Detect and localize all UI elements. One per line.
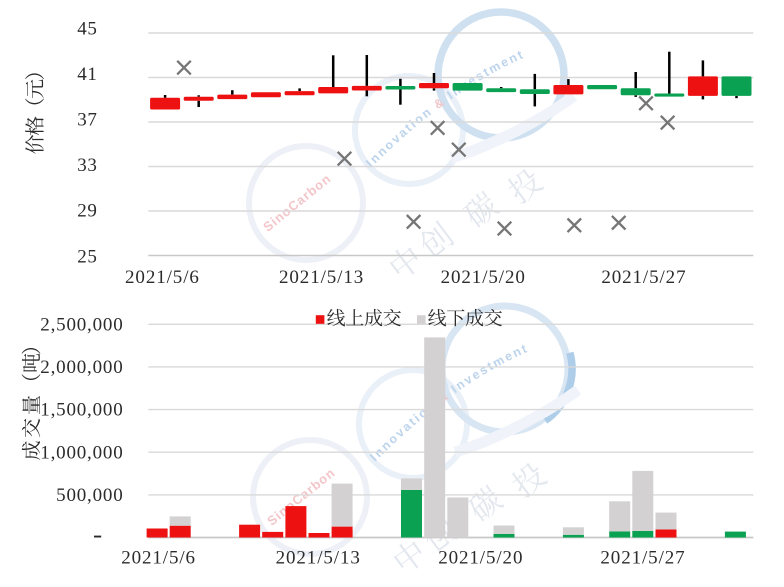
svg-text:2021/5/27: 2021/5/27 xyxy=(601,267,686,288)
svg-text:2021/5/6: 2021/5/6 xyxy=(121,548,196,569)
svg-text:33: 33 xyxy=(77,155,97,176)
svg-text:37: 37 xyxy=(77,110,97,131)
svg-text:2,000,000: 2,000,000 xyxy=(40,357,123,378)
svg-text:29: 29 xyxy=(77,201,97,222)
svg-text:500,000: 500,000 xyxy=(56,485,123,506)
svg-text:41: 41 xyxy=(77,64,97,85)
svg-text:2021/5/20: 2021/5/20 xyxy=(438,548,523,569)
svg-text:25: 25 xyxy=(77,246,97,267)
svg-text:1,000,000: 1,000,000 xyxy=(40,442,123,463)
svg-text:1,500,000: 1,500,000 xyxy=(40,400,123,421)
svg-text:2021/5/13: 2021/5/13 xyxy=(276,548,361,569)
svg-text:2,500,000: 2,500,000 xyxy=(40,314,123,335)
svg-text:2021/5/27: 2021/5/27 xyxy=(600,548,685,569)
svg-text:2021/5/13: 2021/5/13 xyxy=(279,267,364,288)
svg-text:2021/5/6: 2021/5/6 xyxy=(125,267,200,288)
svg-text:2021/5/20: 2021/5/20 xyxy=(441,267,526,288)
svg-text:45: 45 xyxy=(77,19,97,40)
